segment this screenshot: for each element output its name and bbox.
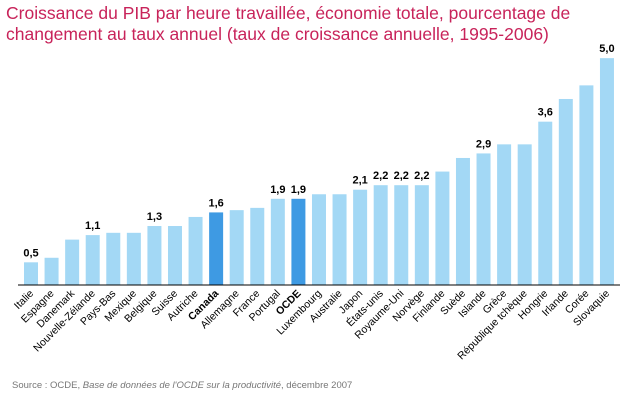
data-label-Portugal: 1,9 — [270, 184, 285, 196]
bar-Portugal — [270, 198, 285, 285]
bar-Mexique — [126, 232, 141, 285]
chart-title-line-2: changement au taux annuel (taux de crois… — [6, 24, 549, 44]
data-label-Slovaquie: 5,0 — [599, 43, 614, 55]
bar-Finlande — [435, 171, 450, 285]
bar-République tchèque — [517, 144, 532, 285]
bar-Canada — [209, 212, 224, 285]
source-suffix: , décembre 2007 — [281, 380, 353, 391]
data-label-Hongrie: 3,6 — [538, 107, 553, 119]
bar-Islande — [476, 153, 491, 285]
bar-Luxembourg — [311, 194, 326, 285]
bar-Royaume-Uni — [394, 185, 409, 285]
data-label-OCDE: 1,9 — [291, 184, 306, 196]
bar-Norvège — [414, 185, 429, 285]
bar-Suède — [455, 157, 470, 285]
bar-Italie — [24, 262, 38, 285]
bar-Suisse — [167, 226, 182, 285]
data-label-Japon: 2,1 — [352, 175, 367, 187]
data-label-Belgique: 1,3 — [147, 211, 162, 223]
chart-title-line-1: Croissance du PIB par heure travaillée, … — [6, 3, 571, 23]
data-label-Norvège: 2,2 — [414, 170, 429, 182]
bar-Australie — [332, 194, 347, 285]
bar-Slovaquie — [599, 58, 614, 286]
bar-Irlande — [558, 98, 573, 285]
data-label-États-unis: 2,2 — [373, 170, 388, 182]
bar-Autriche — [188, 216, 203, 285]
bar-Nouvelle-Zélande — [85, 235, 100, 285]
data-label-Nouvelle-Zélande: 1,1 — [85, 220, 100, 232]
bar-Japon — [353, 189, 368, 285]
bar-Pays-Bas — [106, 232, 121, 285]
bar-Allemagne — [229, 210, 244, 285]
data-label-Islande: 2,9 — [476, 138, 491, 150]
data-label-Italie: 0,5 — [23, 247, 38, 259]
bar-Danemark — [65, 239, 80, 285]
bar-OCDE — [291, 198, 306, 285]
bar-France — [250, 207, 265, 285]
bar-Belgique — [147, 226, 162, 285]
bar-Hongrie — [538, 121, 553, 285]
bar-Corée — [579, 85, 594, 286]
bar-Grèce — [497, 144, 512, 285]
bar-Espagne — [44, 257, 59, 285]
source-note: Source : OCDE, Base de données de l'OCDE… — [12, 380, 352, 391]
bar-États-unis — [373, 185, 388, 285]
data-label-Royaume-Uni: 2,2 — [394, 170, 409, 182]
chart-title: Croissance du PIB par heure travaillée, … — [6, 3, 606, 45]
bar-chart: 0,5ItalieEspagneDanemark1,1Nouvelle-Zéla… — [12, 43, 620, 362]
data-label-Canada: 1,6 — [208, 197, 223, 209]
source-database: Base de données de l'OCDE sur la product… — [82, 380, 282, 391]
source-prefix: Source : OCDE, — [12, 380, 83, 391]
